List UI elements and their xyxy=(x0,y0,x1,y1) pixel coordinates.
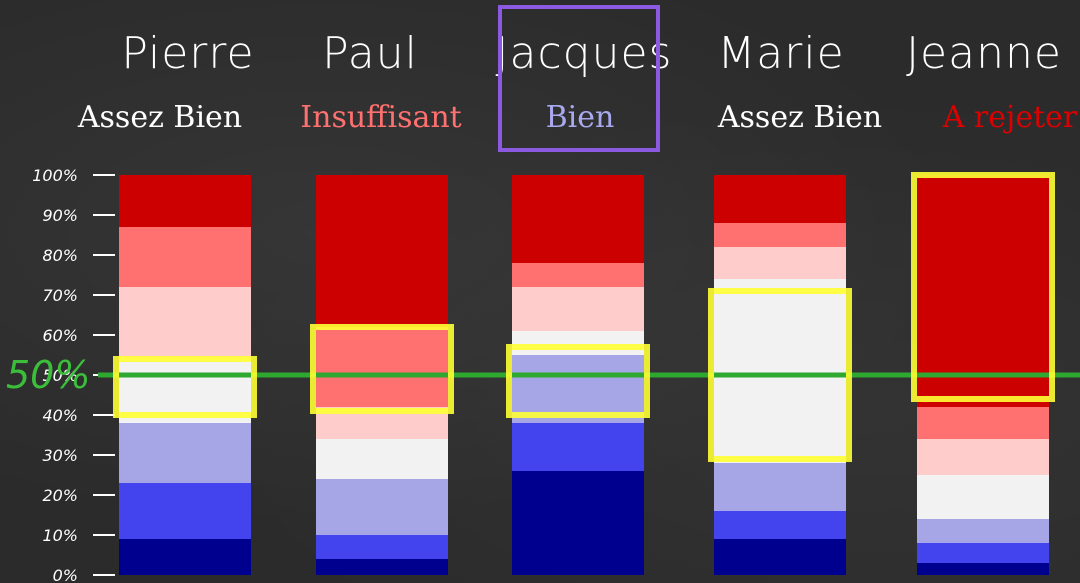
candidate-mention-marie: Assez Bien xyxy=(717,100,882,135)
candidate-name-paul: Paul xyxy=(322,28,418,79)
bar-segment-assez-bien xyxy=(316,439,448,479)
bar-segment-excellent xyxy=(714,539,846,575)
y-tick-label: 40% xyxy=(42,406,78,425)
median-highlight-paul xyxy=(310,324,454,414)
bar-segment-excellent xyxy=(316,559,448,575)
y-tick-label: 30% xyxy=(42,446,78,465)
median-highlight-jacques xyxy=(506,344,650,418)
y-tick-label: 0% xyxy=(53,566,78,583)
y-tick-label: 60% xyxy=(42,326,78,345)
bar-jacques xyxy=(512,175,644,575)
median-highlight-pierre xyxy=(113,356,257,418)
bar-segment-tres-bien xyxy=(316,535,448,559)
y-tick-label: 100% xyxy=(32,166,78,185)
candidate-mention-paul: Insuffisant xyxy=(300,100,461,135)
bar-segment-a-rejeter xyxy=(512,175,644,263)
y-tick-label: 80% xyxy=(42,246,78,265)
y-tick-label: 50% xyxy=(42,366,78,385)
bar-segment-a-rejeter xyxy=(119,175,251,227)
bar-marie xyxy=(714,175,846,575)
bar-paul xyxy=(316,175,448,575)
candidate-name-jacques: Jacques xyxy=(496,28,673,79)
bar-segment-tres-bien xyxy=(714,511,846,539)
bar-segment-insuffisant xyxy=(917,407,1049,439)
candidate-name-marie: Marie xyxy=(717,28,844,79)
bar-segment-tres-bien xyxy=(917,543,1049,563)
y-tick-label: 10% xyxy=(42,526,78,545)
bar-segment-passable xyxy=(917,439,1049,475)
bar-segment-excellent xyxy=(119,539,251,575)
bar-segment-tres-bien xyxy=(119,483,251,539)
bar-segment-excellent xyxy=(917,563,1049,575)
bar-segment-excellent xyxy=(512,471,644,575)
candidate-mentions: Assez Bien Insuffisant Bien Assez Bien A rej… xyxy=(77,100,1078,135)
bar-segment-insuffisant xyxy=(119,227,251,287)
bar-segment-bien xyxy=(714,463,846,511)
median-highlight-marie xyxy=(708,288,852,462)
bar-segment-insuffisant xyxy=(714,223,846,247)
bar-segment-a-rejeter xyxy=(714,175,846,223)
median-highlight-jeanne xyxy=(911,172,1055,402)
bar-segment-passable xyxy=(714,247,846,279)
median-highlights xyxy=(113,172,1055,462)
selected-candidate-box xyxy=(498,5,660,152)
bar-segment-insuffisant xyxy=(512,263,644,287)
bar-jeanne xyxy=(917,175,1049,575)
candidate-mention-jeanne: A rejeter xyxy=(942,100,1078,135)
candidate-mention-pierre: Assez Bien xyxy=(77,100,242,135)
candidate-mention-jacques: Bien xyxy=(546,100,615,135)
y-axis: 0% 10% 20% 30% 40% 50% 60% 70% 80% 90% 100% xyxy=(32,166,115,583)
bar-segment-a-rejeter xyxy=(917,175,1049,407)
bar-segment-bien xyxy=(119,423,251,483)
y-tick-label: 20% xyxy=(42,486,78,505)
candidate-names: Pierre Paul Jacques Marie Jeanne xyxy=(121,28,1062,79)
bar-segment-insuffisant xyxy=(316,327,448,407)
bar-segment-assez-bien xyxy=(917,475,1049,519)
bar-segment-a-rejeter xyxy=(316,175,448,327)
bar-segment-assez-bien xyxy=(714,279,846,463)
bars xyxy=(119,175,1049,575)
candidate-name-jeanne: Jeanne xyxy=(906,28,1062,79)
bar-segment-bien xyxy=(512,355,644,423)
candidate-name-pierre: Pierre xyxy=(121,28,254,79)
bar-segment-bien xyxy=(917,519,1049,543)
bar-segment-assez-bien xyxy=(512,331,644,355)
y-tick-label: 90% xyxy=(42,206,78,225)
bar-segment-bien xyxy=(316,479,448,535)
y-tick-label: 70% xyxy=(42,286,78,305)
bar-segment-tres-bien xyxy=(512,423,644,471)
bar-segment-passable xyxy=(119,287,251,359)
median-label: 50% xyxy=(6,353,90,397)
bar-segment-passable xyxy=(512,287,644,331)
